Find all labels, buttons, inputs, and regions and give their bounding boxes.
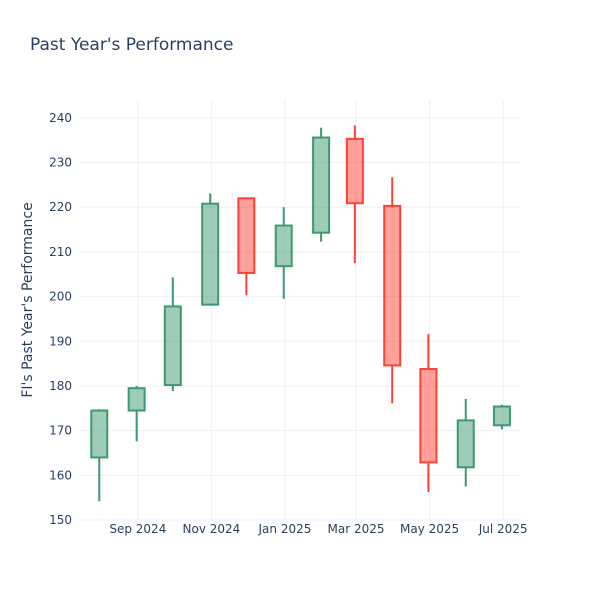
x-tick-label: May 2025 [400, 522, 459, 536]
y-tick-label: 160 [49, 468, 72, 482]
candle-increasing[interactable] [163, 277, 182, 391]
candle-increasing[interactable] [274, 207, 293, 299]
candle-body [492, 405, 511, 427]
candle-body [237, 197, 256, 274]
candle-body [201, 202, 220, 306]
candle-layer [90, 125, 511, 502]
candle-body [456, 419, 475, 469]
x-tick-label: Jul 2025 [478, 522, 528, 536]
candle-body [127, 387, 146, 412]
candle-increasing[interactable] [90, 409, 109, 502]
y-tick-label: 220 [49, 200, 72, 214]
candle-decreasing[interactable] [345, 125, 364, 264]
x-tick-labels: Sep 2024 Nov 2024 Jan 2025 Mar 2025 May 2025… [109, 522, 527, 536]
y-tick-labels: 150 160 170 180 190 200 210 220 230 240 [49, 111, 72, 527]
y-tick-label: 180 [49, 379, 72, 393]
y-tick-label: 210 [49, 245, 72, 259]
candle-body [163, 305, 182, 387]
y-tick-label: 240 [49, 111, 72, 125]
y-tick-label: 200 [49, 290, 72, 304]
candle-increasing[interactable] [127, 385, 146, 442]
candle-body [419, 367, 438, 464]
y-tick-label: 230 [49, 156, 72, 170]
y-axis-title: FI's Past Year's Performance [20, 202, 36, 397]
y-tick-label: 150 [49, 513, 72, 527]
candle-body [274, 224, 293, 268]
candle-body [90, 409, 109, 459]
candle-body [383, 204, 402, 367]
x-tick-label: Jan 2025 [258, 522, 312, 536]
x-tick-label: Nov 2024 [183, 522, 241, 536]
y-tick-label: 190 [49, 334, 72, 348]
candle-body [312, 136, 331, 234]
candle-increasing[interactable] [492, 404, 511, 430]
candle-increasing[interactable] [312, 127, 331, 242]
candle-decreasing[interactable] [383, 177, 402, 404]
x-tick-label: Mar 2025 [328, 522, 385, 536]
chart-title: Past Year's Performance [30, 35, 234, 55]
candle-decreasing[interactable] [237, 197, 256, 296]
candle-decreasing[interactable] [419, 334, 438, 492]
candle-increasing[interactable] [201, 193, 220, 306]
candle-body [345, 137, 364, 205]
x-tick-label: Sep 2024 [109, 522, 166, 536]
y-tick-label: 170 [49, 424, 72, 438]
candle-increasing[interactable] [456, 398, 475, 487]
grid-layer [80, 100, 520, 521]
